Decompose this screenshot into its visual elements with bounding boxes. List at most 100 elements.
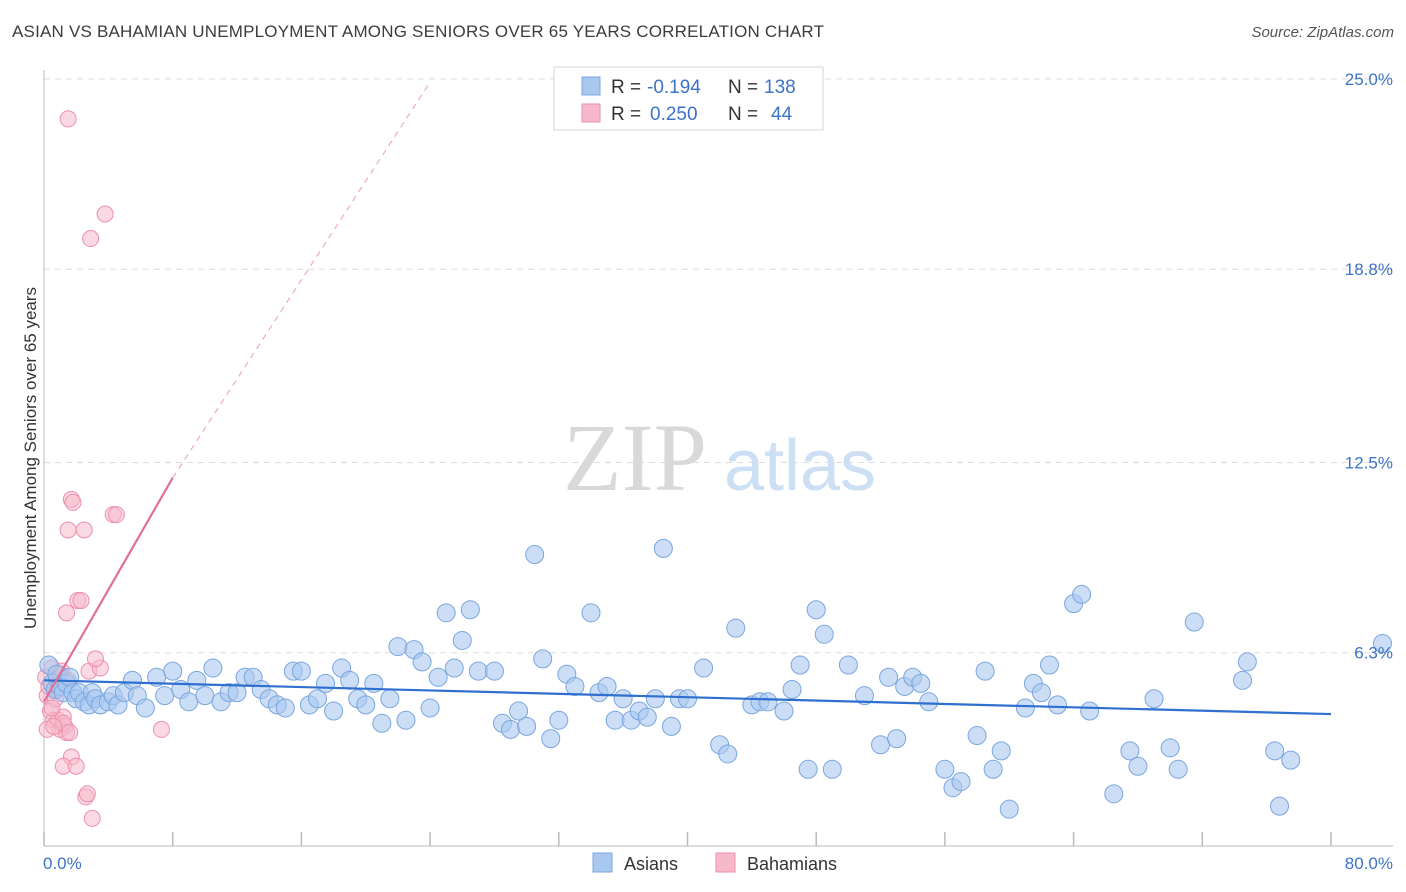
asian-point (412, 652, 432, 672)
asian-point (155, 686, 175, 706)
legend-r-value-asians: -0.194 (647, 77, 701, 98)
asian-point (718, 744, 738, 764)
asian-point (838, 655, 858, 675)
bahamian-point (152, 720, 170, 738)
asian-point (581, 603, 601, 623)
asian-point (340, 670, 360, 690)
asian-point (790, 655, 810, 675)
asian-point (275, 698, 295, 718)
bahamian-point (96, 205, 114, 223)
asian-point (541, 729, 561, 749)
axes (43, 70, 1393, 847)
asian-point (871, 735, 891, 755)
bahamian-point (82, 230, 100, 248)
stats-legend: R = -0.194 N = 138 R = 0.250 N = 44 (553, 66, 824, 131)
asian-point (135, 698, 155, 718)
asian-point (678, 689, 697, 709)
asian-point (324, 701, 344, 721)
asian-point (460, 600, 480, 620)
asian-point (1104, 784, 1124, 804)
asian-point (1168, 759, 1188, 779)
asian-point (991, 741, 1011, 761)
asian-point (1048, 695, 1068, 715)
asian-point (637, 707, 657, 727)
bahamian-points (37, 110, 170, 827)
asian-point (565, 676, 585, 696)
asian-point (806, 600, 826, 620)
asian-point (919, 692, 939, 712)
asian-point (468, 661, 488, 681)
y-tick-label: 12.5% (1345, 454, 1393, 473)
asian-point (1080, 701, 1100, 721)
watermark-atlas: atlas (724, 426, 876, 506)
legend-r-label-asians: R = (611, 77, 641, 98)
asian-point (999, 799, 1019, 819)
legend-n-value-bahamians: 44 (771, 104, 793, 125)
asian-point (1015, 698, 1035, 718)
x-tick-label-max: 80.0% (1345, 854, 1393, 873)
bottom-legend-label-bahamians: Bahamians (747, 854, 837, 874)
asian-point (911, 673, 931, 693)
asian-point (1144, 689, 1164, 709)
asian-point (517, 716, 537, 736)
asian-point (436, 603, 456, 623)
asian-point (782, 680, 802, 700)
bahamian-point (86, 650, 104, 668)
asian-point (814, 624, 834, 644)
asian-point (1072, 584, 1092, 604)
bahamian-point (45, 717, 63, 735)
bahamian-point (58, 604, 76, 622)
asian-point (1160, 738, 1180, 758)
legend-r-value-bahamians: 0.250 (650, 104, 698, 125)
asian-point (983, 759, 1003, 779)
asian-point (501, 719, 521, 739)
asian-point (1184, 612, 1204, 632)
asian-point (967, 726, 987, 746)
asian-point (380, 689, 400, 709)
y-tick-label: 6.3% (1354, 644, 1393, 663)
gridlines (44, 78, 1393, 654)
asian-point (774, 701, 794, 721)
asian-point (854, 686, 874, 706)
watermark-zip: ZIP (563, 404, 707, 511)
asian-point (372, 713, 392, 733)
asian-point (1372, 634, 1392, 654)
trend-lines (43, 81, 1332, 716)
asian-point (307, 689, 327, 709)
asian-point (195, 686, 215, 706)
asian-point (758, 692, 778, 712)
asian-point (60, 667, 80, 687)
asian-point (525, 545, 545, 565)
asian-point (605, 710, 625, 730)
bottom-legend-label-asians: Asians (624, 854, 678, 874)
bahamian-trend-line (43, 477, 174, 703)
asian-point (1281, 750, 1301, 770)
asian-point (975, 661, 995, 681)
asian-point (203, 658, 223, 678)
asian-points (39, 538, 1392, 819)
bahamian-point (107, 506, 125, 524)
bahamian-point (75, 521, 93, 539)
asian-point (396, 710, 416, 730)
bottom-legend-swatch-bahamians (715, 852, 736, 873)
asian-point (509, 701, 529, 721)
bahamian-point (78, 785, 96, 803)
bahamian-point (64, 493, 82, 511)
asian-point (1120, 741, 1140, 761)
y-tick-labels: 6.3% 12.5% 18.8% 25.0% (1345, 70, 1393, 663)
asian-point (452, 630, 472, 650)
bottom-legend-swatch-asians (592, 852, 613, 873)
bahamian-point (83, 809, 101, 827)
asian-point (653, 538, 673, 558)
x-tick-label-min: 0.0% (43, 854, 82, 873)
bahamian-point (59, 110, 77, 128)
series-legend: Asians Bahamians (592, 852, 837, 874)
asian-point (1039, 655, 1059, 675)
bahamian-point (61, 723, 79, 741)
asian-point (935, 759, 955, 779)
y-tick-label: 18.8% (1345, 260, 1393, 279)
y-tick-label: 25.0% (1345, 70, 1393, 89)
legend-n-value-asians: 138 (764, 77, 796, 98)
asian-point (388, 637, 408, 657)
